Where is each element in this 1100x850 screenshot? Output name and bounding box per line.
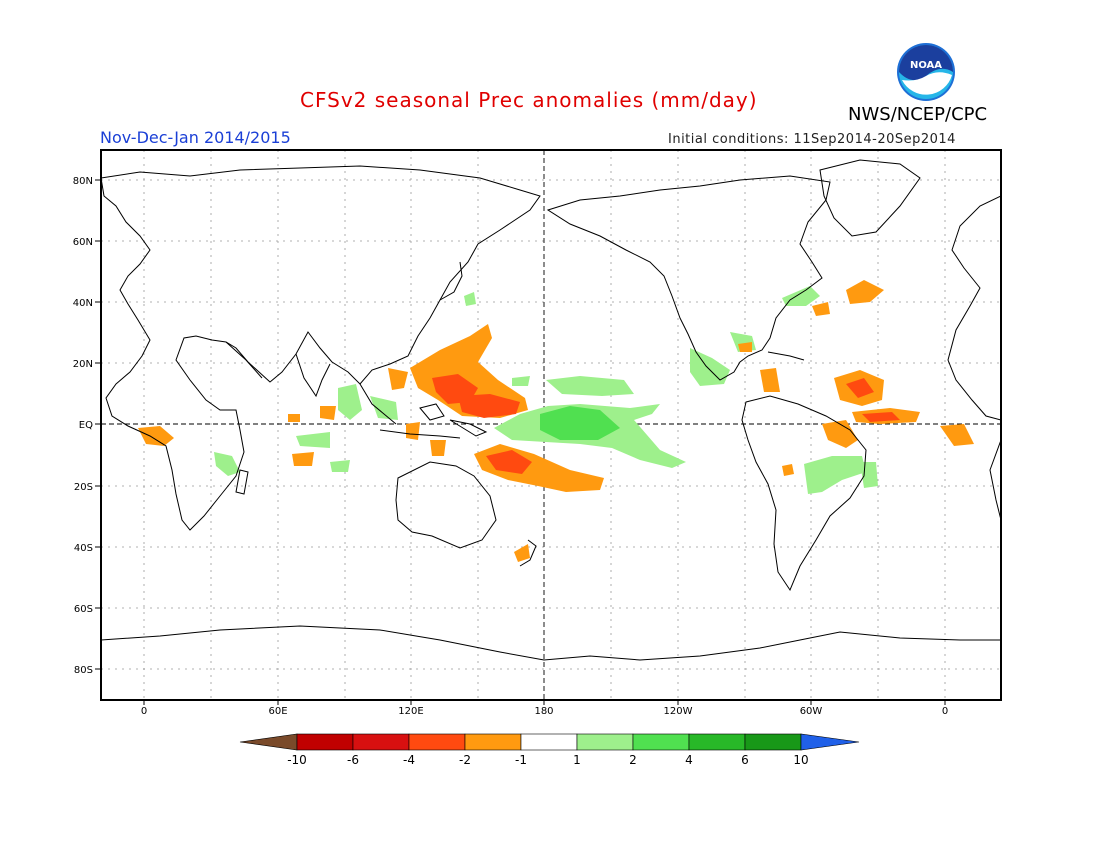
lon-label: 120W — [664, 706, 693, 717]
color-bar-tick: -4 — [403, 753, 415, 767]
color-bar-tick: 1 — [573, 753, 581, 767]
color-bar-swatch — [744, 733, 802, 751]
season-label: Nov-Dec-Jan 2014/2015 — [100, 128, 291, 147]
longitude-ticks — [143, 700, 946, 705]
color-bar-swatch — [296, 733, 354, 751]
color-bar-tick: 6 — [741, 753, 749, 767]
lat-label: 60S — [74, 604, 93, 615]
lon-label: 60E — [268, 706, 287, 717]
color-bar-swatch — [352, 733, 410, 751]
lat-label: 80S — [74, 665, 93, 676]
color-bar-arrow-low — [239, 733, 298, 751]
latitude-labels: 80N 60N 40N 20N EQ 20S 40S 60S 80S — [73, 176, 93, 676]
color-bar-arrow-high — [800, 733, 860, 751]
lat-label: 40N — [73, 298, 93, 309]
noaa-logo: NOAA — [897, 43, 955, 101]
chart-title: CFSv2 seasonal Prec anomalies (mm/day) — [300, 88, 758, 112]
color-bar-swatch — [576, 733, 634, 751]
longitude-labels: 0 60E 120E 180 120W 60W 0 — [141, 706, 948, 717]
logo-text: NOAA — [910, 60, 942, 71]
color-bar-segments — [239, 733, 860, 751]
color-bar-tick: 4 — [685, 753, 693, 767]
color-bar-swatch — [688, 733, 746, 751]
color-bar-swatch — [632, 733, 690, 751]
color-bar-tick: -6 — [347, 753, 359, 767]
lon-label: 180 — [534, 706, 553, 717]
coastlines — [101, 159, 1001, 661]
color-bar-labels: -10 -6 -4 -2 -1 1 2 4 6 10 — [287, 753, 808, 767]
lat-label: 40S — [74, 543, 93, 554]
initial-conditions-label: Initial conditions: 11Sep2014-20Sep2014 — [668, 132, 956, 147]
color-bar-swatch — [464, 733, 522, 751]
color-bar-tick: -2 — [459, 753, 471, 767]
lat-label: 20N — [73, 359, 93, 370]
lon-label: 120E — [398, 706, 423, 717]
lon-label: 60W — [800, 706, 823, 717]
color-bar-tick: -10 — [287, 753, 307, 767]
anomaly-shading — [138, 280, 974, 562]
lon-label: 0 — [942, 706, 948, 717]
lon-label: 0 — [141, 706, 147, 717]
lat-label: 80N — [73, 176, 93, 187]
agency-label: NWS/NCEP/CPC — [848, 104, 988, 125]
color-bar-swatch — [520, 733, 578, 751]
lat-label: EQ — [79, 420, 93, 431]
color-bar-tick: 10 — [793, 753, 808, 767]
map-frame — [100, 149, 1002, 701]
lat-label: 60N — [73, 237, 93, 248]
color-bar-tick: -1 — [515, 753, 527, 767]
lat-label: 20S — [74, 482, 93, 493]
color-bar-swatch — [408, 733, 466, 751]
latitude-ticks — [95, 179, 101, 670]
color-bar-tick: 2 — [629, 753, 637, 767]
